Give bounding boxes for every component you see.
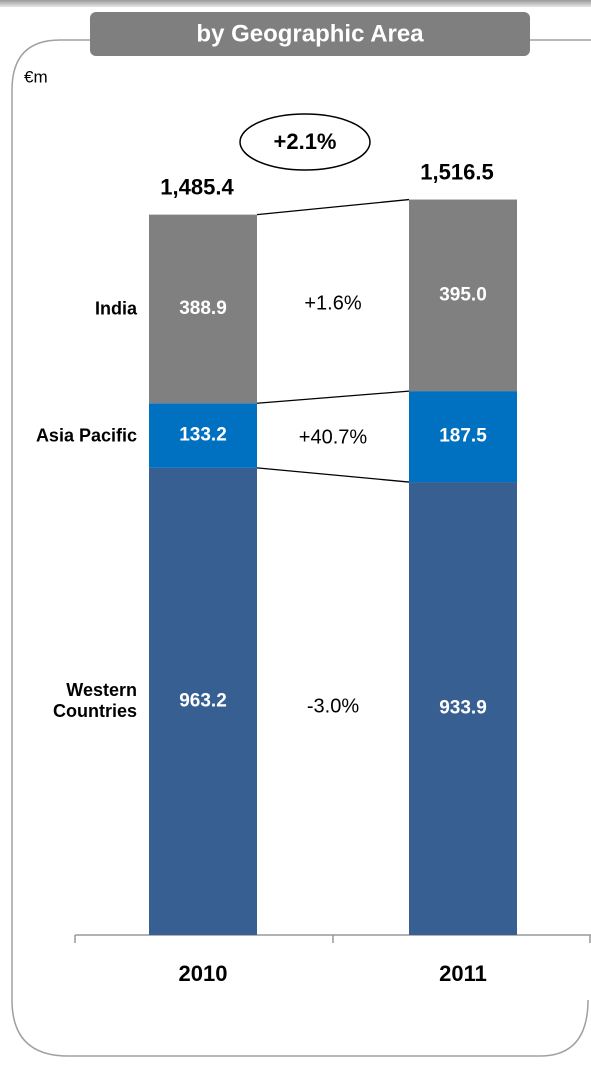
top-bar (0, 0, 591, 7)
series-name: Western Countries (52, 680, 137, 722)
connector (256, 467, 410, 483)
bar-segment (149, 403, 257, 468)
segment-label: 388.9 (179, 298, 227, 319)
segment-label: 187.5 (439, 426, 487, 447)
header-box (90, 12, 530, 56)
growth-label: +40.7% (299, 426, 368, 448)
segment-label: 963.2 (179, 690, 227, 711)
chart-title: by Geographic Area (196, 20, 424, 47)
growth-oval (239, 113, 371, 171)
growth-label: -3.0% (307, 695, 359, 717)
series-name: Asia Pacific (35, 425, 137, 446)
segment-label: 933.9 (439, 698, 487, 719)
x-tick-label: 2010 (179, 961, 228, 986)
unit-label: €m (24, 67, 48, 86)
x-tick-label: 2011 (439, 961, 487, 986)
bar-segment (149, 214, 257, 404)
growth-label: +1.6% (304, 292, 361, 314)
connector (256, 390, 410, 404)
total-label: 1,516.5 (420, 159, 493, 184)
connector (256, 198, 410, 216)
total-label: 1,485.4 (160, 174, 234, 199)
bar-segment (409, 391, 517, 483)
bar-segment (149, 467, 257, 935)
segment-label: 133.2 (179, 425, 227, 446)
segment-label: 395.0 (439, 284, 487, 305)
bar-segment (409, 199, 517, 392)
bar-segment (409, 482, 517, 935)
total-growth: +2.1% (274, 129, 337, 154)
series-name: India (94, 298, 137, 319)
